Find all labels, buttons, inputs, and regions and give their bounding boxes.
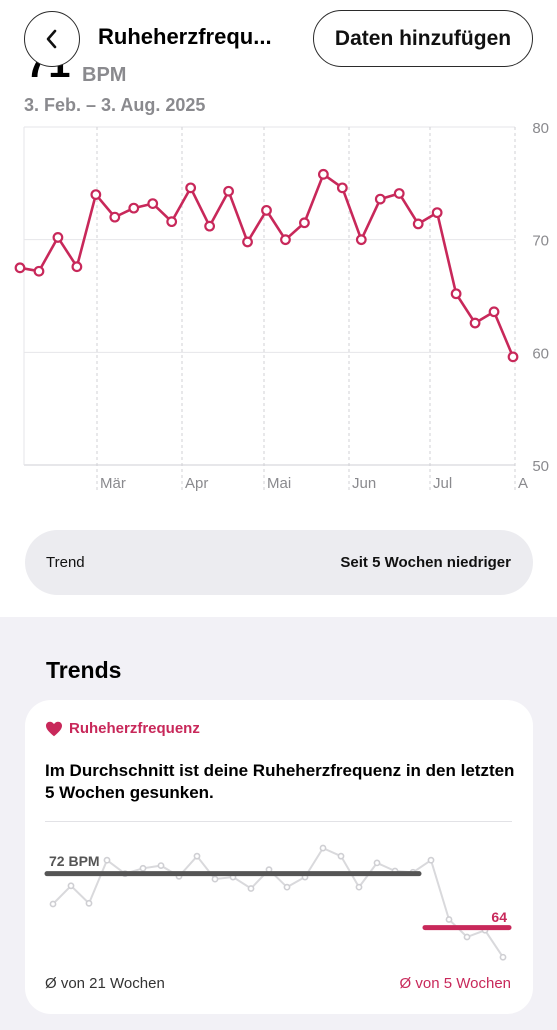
chevron-left-icon [46, 29, 57, 49]
card-header: Ruheherzfrequenz [45, 720, 200, 737]
data-point [33, 265, 45, 277]
x-tick-label: Jun [352, 475, 376, 492]
trend-point [139, 864, 147, 872]
data-point [431, 207, 443, 219]
trend-point [355, 883, 363, 891]
data-point [355, 234, 367, 246]
trend-point [463, 933, 471, 941]
trend-point [319, 844, 327, 852]
trend-point [283, 883, 291, 891]
trend-point [157, 862, 165, 869]
avg-short-label: 64 [491, 909, 507, 925]
divider [45, 821, 512, 822]
back-button[interactable] [24, 11, 80, 67]
trend-label: Trend [46, 554, 85, 571]
y-tick-label: 60 [532, 345, 549, 362]
data-point [90, 189, 102, 200]
data-point [317, 168, 329, 180]
trend-point [211, 875, 219, 883]
avg-long-label: 72 BPM [49, 853, 100, 869]
data-point [52, 232, 64, 243]
trend-card[interactable]: Ruheherzfrequenz Im Durchschnitt ist dei… [25, 700, 533, 1014]
data-point [223, 185, 234, 197]
value-unit: BPM [82, 64, 127, 86]
data-point [204, 220, 216, 232]
data-point [374, 193, 386, 205]
trend-point [103, 856, 111, 864]
data-point [242, 236, 253, 248]
trend-point [193, 852, 201, 860]
data-point [488, 306, 500, 318]
data-point [147, 198, 159, 210]
card-description: Im Durchschnitt ist deine Ruheherzfreque… [45, 761, 515, 802]
data-point [166, 216, 178, 228]
card-category: Ruheherzfrequenz [69, 720, 200, 737]
y-tick-label: 50 [532, 458, 549, 475]
nav-bar: Ruheherzfrequ... Daten hinzufügen [0, 0, 557, 70]
series-line [19, 173, 515, 358]
trend-line [52, 846, 504, 958]
x-tick-label: Apr [185, 475, 208, 492]
trend-point [85, 899, 93, 907]
data-point [336, 182, 348, 194]
data-point [261, 204, 272, 216]
trend-point [337, 852, 345, 860]
data-point [507, 351, 519, 363]
trends-heading: Trends [46, 657, 122, 683]
trend-mini-chart: 72 BPM 64 [44, 844, 512, 961]
data-point [469, 317, 481, 329]
x-tick-label: Mär [100, 475, 126, 492]
date-range: 3. Feb. – 3. Aug. 2025 [24, 95, 206, 115]
x-tick-label: A [518, 475, 528, 492]
page-title: Ruheherzfrequ... [98, 24, 272, 49]
x-tick-label: Jul [433, 475, 452, 492]
heart-rate-chart[interactable]: 80 70 60 50 Mär Apr Mai Jun Jul A [0, 115, 557, 495]
y-tick-label: 80 [532, 120, 549, 137]
data-point [393, 188, 405, 199]
trend-point [67, 882, 75, 890]
trend-value: Seit 5 Wochen niedriger [340, 554, 511, 571]
data-point [71, 261, 83, 273]
data-point [299, 217, 310, 229]
data-point [185, 182, 197, 194]
trend-point [427, 856, 435, 864]
trend-point [49, 900, 57, 908]
data-point [128, 202, 140, 214]
heart-icon [46, 721, 62, 736]
trend-point [373, 859, 381, 867]
avg-long-caption: Ø von 21 Wochen [45, 975, 165, 992]
data-point [450, 288, 462, 300]
data-point [109, 211, 121, 223]
avg-short-caption: Ø von 5 Wochen [399, 975, 511, 992]
x-tick-label: Mai [267, 475, 291, 492]
trend-point [499, 953, 507, 961]
trend-point [247, 885, 255, 892]
trend-row[interactable]: Trend Seit 5 Wochen niedriger [25, 530, 533, 595]
y-tick-label: 70 [532, 233, 549, 250]
trend-point [445, 916, 453, 923]
data-point [412, 218, 424, 230]
data-point [14, 262, 26, 274]
add-data-button[interactable]: Daten hinzufügen [313, 10, 533, 67]
data-point [280, 234, 291, 246]
